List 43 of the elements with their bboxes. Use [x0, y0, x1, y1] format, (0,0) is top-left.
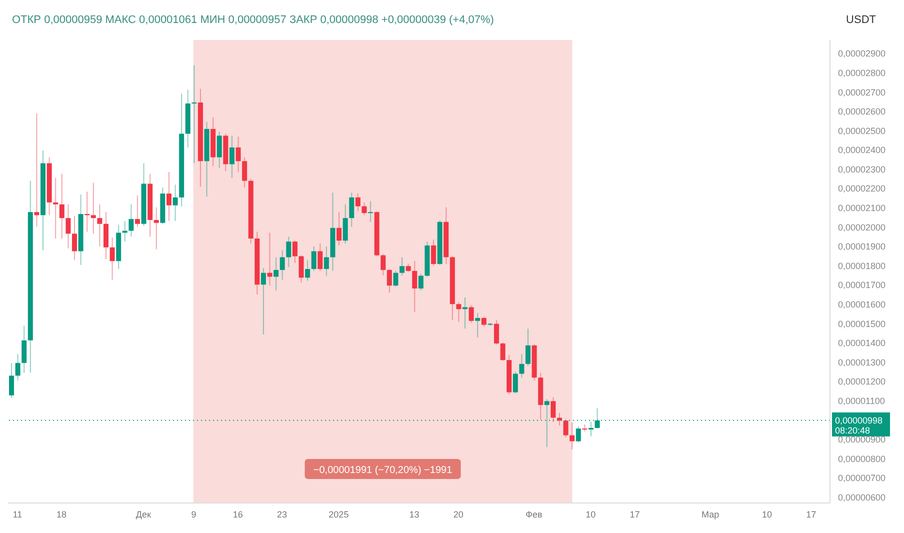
band-label: −0,00001991 (−70,20%) −1991	[313, 465, 453, 476]
y-tick-label: 0,00001900	[838, 242, 886, 252]
y-tick-label: 0,00000900	[838, 434, 886, 445]
y-tick-label: 0,00001800	[838, 260, 886, 271]
y-tick-label: 0,00001500	[838, 318, 886, 329]
y-tick-label: 0,00002500	[838, 126, 886, 136]
y-tick-label: 0,00002900	[838, 48, 886, 59]
y-tick-label: 0,00002700	[838, 87, 886, 98]
y-tick-label: 0,00001100	[838, 396, 885, 406]
x-tick-label: 2025	[328, 509, 349, 520]
y-tick-label: 0,00000600	[838, 492, 886, 502]
x-tick-label: Мар	[702, 509, 720, 520]
y-tick-label: 0,00000700	[838, 473, 886, 484]
ref-line-label: 0,00000998	[835, 415, 883, 426]
x-tick-label: 10	[586, 509, 596, 520]
x-tick-label: 10	[762, 509, 772, 520]
y-tick-label: 0,00002400	[838, 145, 886, 156]
y-tick-label: 0,00002800	[838, 68, 886, 78]
y-tick-label: 0,00002200	[838, 184, 886, 194]
y-tick-label: 0,00002300	[838, 164, 886, 174]
y-tick-label: 0,00000800	[838, 454, 886, 464]
y-tick-label: 0,00001600	[838, 299, 886, 310]
y-tick-label: 0,00002100	[838, 203, 886, 214]
text: 08:20:48	[835, 425, 870, 436]
y-tick-label: 0,00002000	[838, 222, 886, 232]
y-tick-label: 0,00001400	[838, 338, 886, 348]
y-tick-label: 0,00002600	[838, 106, 886, 117]
x-tick-label: 9	[191, 509, 196, 520]
y-tick-label: 0,00001300	[838, 357, 886, 368]
y-tick-label: 0,00001200	[838, 376, 886, 387]
x-tick-label: 16	[232, 509, 243, 520]
x-tick-label: 11	[12, 509, 22, 520]
y-axis-title: USDT	[846, 14, 877, 26]
x-tick-label: 18	[56, 509, 67, 520]
x-tick-label: Фев	[526, 509, 542, 520]
x-tick-label: 20	[453, 509, 464, 520]
x-tick-label: 17	[806, 509, 816, 520]
x-tick-label: 13	[409, 509, 420, 520]
chart-subtitle: ОТКР 0,00000959 МАКС 0,00001061 МИН 0,00000957 ЗАКР 0,00000998 +0,00000039 (+4,07%)	[11, 14, 494, 26]
x-tick-label: 17	[630, 509, 640, 520]
y-tick-label: 0,00001700	[838, 280, 886, 290]
x-tick-label: Дек	[136, 509, 151, 520]
x-tick-label: 23	[276, 509, 288, 520]
